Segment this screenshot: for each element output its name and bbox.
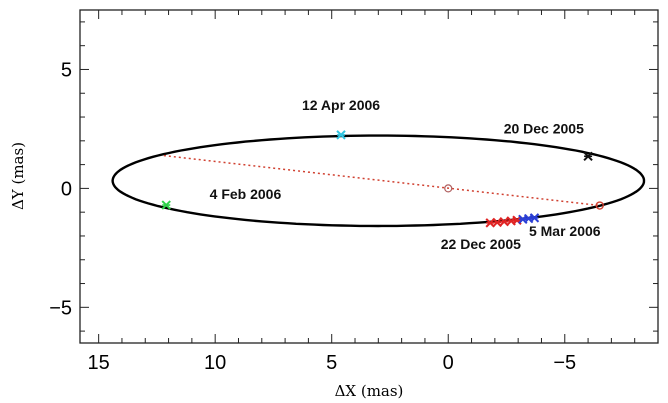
plot-frame [79,9,659,344]
line-of-nodes [163,154,600,207]
data-point [583,151,593,161]
data-point [529,213,540,223]
axis-ticks [80,10,658,343]
date-annotations: 12 Apr 2006 20 Dec 2005 4 Feb 2006 22 Dec 2… [210,97,601,252]
x-axis-title: ΔX (mas) [335,382,404,400]
center-marker [444,184,453,193]
date-annotation: 20 Dec 2005 [504,121,584,137]
date-annotation: 12 Apr 2006 [302,97,380,113]
y-tick-label: 5 [61,59,72,81]
date-annotation: 5 Mar 2006 [529,223,601,239]
node-marker [595,201,604,210]
y-axis-title: ΔY (mas) [9,142,27,210]
data-point [161,200,171,210]
x-tick-label: 5 [326,352,337,374]
axis-tick-labels: 15 10 5 0 −5 5 0 −5 [49,59,576,374]
y-tick-label: −5 [49,297,72,319]
orbit-ellipse [111,134,646,228]
x-tick-label: 0 [443,352,454,374]
data-points [161,130,593,228]
x-tick-label: 15 [88,352,110,374]
x-tick-label: −5 [553,352,576,374]
data-point [336,130,346,140]
x-tick-label: 10 [204,352,226,374]
y-tick-label: 0 [61,178,72,200]
date-annotation: 4 Feb 2006 [210,186,282,202]
date-annotation: 22 Dec 2005 [441,236,521,252]
